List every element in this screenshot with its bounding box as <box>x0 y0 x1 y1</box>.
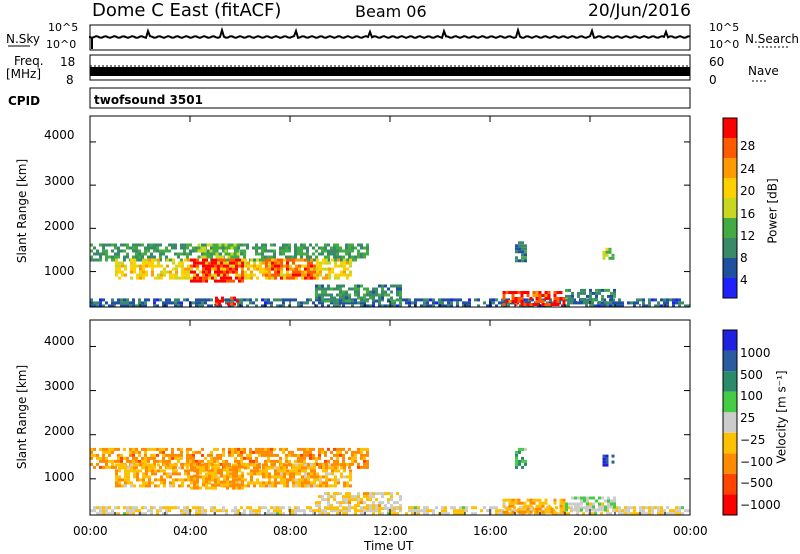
power-cb-tick-20: 20 <box>740 184 756 198</box>
xtick-2000: 20:00 <box>573 524 608 538</box>
velocity-cb-tick-500: 500 <box>740 368 763 382</box>
power-panel-region-6 <box>215 296 239 306</box>
cpid-label: CPID <box>8 94 41 108</box>
station-title: Dome C East (fitACF) <box>92 0 282 21</box>
xtick-1600: 16:00 <box>473 524 508 538</box>
freq-tick-bottom: 8 <box>66 73 74 87</box>
power-colorbar-swatch-6 <box>723 158 737 178</box>
freq-label-1: Freq. <box>14 54 44 68</box>
power-colorbar-swatch-3 <box>723 218 737 238</box>
power-colorbar-swatch-1 <box>723 258 737 278</box>
power-panel-region-2 <box>190 258 244 283</box>
power-ytick-2000: 2000 <box>44 219 75 233</box>
nave-label: Nave <box>748 64 779 78</box>
noise-right-tick-bottom: 10^0 <box>709 38 740 51</box>
power-colorbar-swatch-5 <box>723 178 737 198</box>
power-colorbar-swatch-7 <box>723 138 737 158</box>
power-colorbar-swatch-8 <box>723 118 737 138</box>
velocity-colorbar-swatch-5 <box>723 391 737 413</box>
velocity-cb-tick-1000: 1000 <box>740 346 771 360</box>
velocity-cb-tick-100: 100 <box>740 389 763 403</box>
velocity-ytick-4000: 4000 <box>44 334 75 348</box>
velocity-cb-tick-m1000: −1000 <box>740 498 781 512</box>
velocity-panel-region-3 <box>265 463 316 488</box>
xtick-0800: 08:00 <box>273 524 308 538</box>
power-ytick-4000: 4000 <box>44 128 75 142</box>
freq-label-2: [MHz] <box>6 67 42 81</box>
power-panel-region-3 <box>265 258 316 280</box>
velocity-cb-tick-m500: −500 <box>740 476 773 490</box>
velocity-colorbar-swatch-3 <box>723 432 737 454</box>
velocity-ytick-2000: 2000 <box>44 424 75 438</box>
power-panel-region-8 <box>502 291 566 306</box>
velocity-colorbar-swatch-6 <box>723 371 737 392</box>
noise-right-tick-top: 10^5 <box>709 21 740 34</box>
nave-tick-top: 60 <box>709 55 725 69</box>
power-colorbar-swatch-0 <box>723 278 737 298</box>
velocity-colorbar-swatch-7 <box>723 350 737 372</box>
power-cb-tick-16: 16 <box>740 207 756 221</box>
power-panel-region-7 <box>315 284 402 303</box>
date-title: 20/Jun/2016 <box>588 1 691 21</box>
beam-title: Beam 06 <box>355 2 427 21</box>
nave-tick-bottom: 0 <box>709 73 717 87</box>
noise-trace <box>89 26 690 40</box>
cpid-program: twofsound 3501 <box>94 93 203 107</box>
power-ytick-3000: 3000 <box>44 174 75 188</box>
power-cb-tick-24: 24 <box>740 162 756 176</box>
noise-left-tick-top: 10^5 <box>48 21 79 34</box>
power-panel-region-4 <box>197 243 240 259</box>
velocity-colorbar-swatch-0 <box>723 494 737 515</box>
xtick-2400: 00:00 <box>673 524 708 538</box>
velocity-cb-tick-m25: −25 <box>740 433 766 447</box>
xtick-0400: 04:00 <box>173 524 208 538</box>
power-cb-tick-8: 8 <box>740 251 748 265</box>
cpid-panel-frame <box>89 87 691 109</box>
power-colorbar-frame <box>722 117 738 299</box>
noise-right-label: N.Search <box>745 32 800 46</box>
power-cb-tick-28: 28 <box>740 139 756 153</box>
power-cb-tick-4: 4 <box>740 273 748 287</box>
velocity-panel-region-8 <box>515 447 527 469</box>
xtick-1200: 12:00 <box>373 524 408 538</box>
velocity-colorbar-swatch-8 <box>723 330 737 351</box>
freq-band <box>90 67 690 76</box>
power-panel-region-11 <box>602 247 615 260</box>
velocity-panel-region-9 <box>602 454 615 467</box>
velocity-colorbar-swatch-2 <box>723 453 737 474</box>
power-colorbar-swatch-2 <box>723 238 737 258</box>
xaxis-label: Time UT <box>364 539 414 553</box>
xtick-0000: 00:00 <box>73 524 108 538</box>
velocity-cb-tick-25: 25 <box>740 411 756 425</box>
velocity-panel-region-5 <box>315 492 402 511</box>
velocity-panel-region-2 <box>190 465 244 490</box>
velocity-cb-tick-m100: −100 <box>740 455 773 469</box>
power-cb-tick-12: 12 <box>740 229 756 243</box>
velocity-colorbar-frame <box>722 329 738 516</box>
velocity-colorbar-swatch-1 <box>723 473 737 495</box>
noise-left-label: N.Sky <box>6 32 41 46</box>
power-ytick-1000: 1000 <box>44 264 75 278</box>
freq-tick-top: 18 <box>60 55 76 69</box>
power-panel-region-10 <box>515 241 527 263</box>
velocity-colorbar-swatch-4 <box>723 412 737 433</box>
velocity-ytick-1000: 1000 <box>44 470 75 484</box>
power-colorbar-swatch-4 <box>723 198 737 218</box>
velocity-ytick-3000: 3000 <box>44 379 75 393</box>
noise-left-tick-bottom: 10^0 <box>46 38 77 51</box>
